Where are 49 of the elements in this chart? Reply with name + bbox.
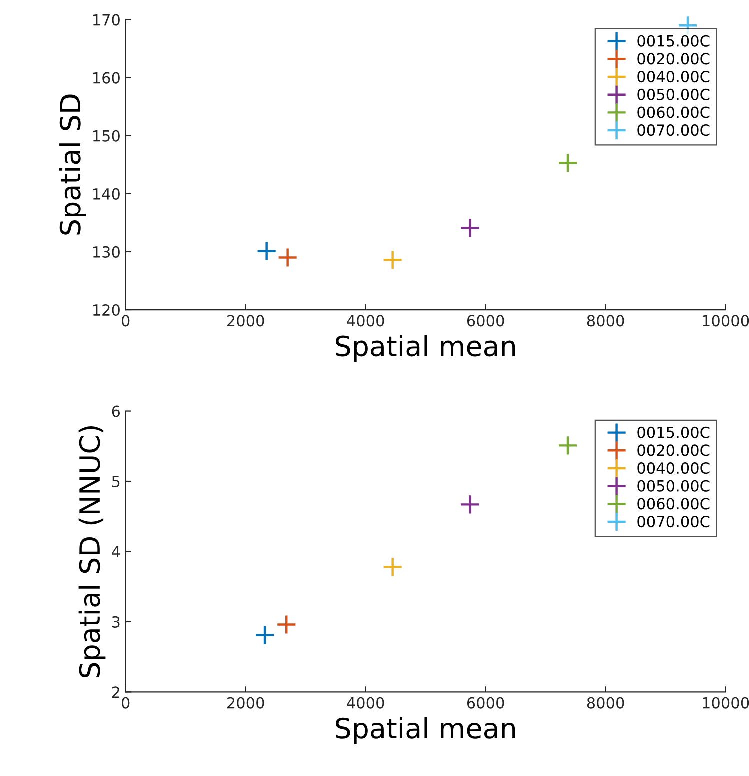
legend-label: 0015.00C [638, 426, 710, 438]
y-tick-label: 2 [112, 686, 120, 698]
x-tick-label: 10000 [703, 697, 749, 709]
y-axis-title: Spatial SD [59, 94, 86, 235]
legend-label: 0070.00C [638, 516, 710, 528]
x-tick-label: 6000 [467, 697, 504, 709]
x-tick-label: 2000 [228, 315, 264, 327]
legend-label: 0060.00C [638, 498, 710, 510]
point [460, 494, 480, 515]
y-tick-label: 170 [93, 14, 120, 26]
point [460, 218, 480, 238]
y-tick-label: 150 [93, 130, 120, 142]
legend-label: 0020.00C [638, 53, 710, 65]
legend-label: 0050.00C [638, 88, 710, 100]
x-axis-title: Spatial mean [336, 717, 516, 744]
y-axis-title: Spatial SD (NNUC) [78, 426, 106, 678]
y-tick-label: 6 [112, 406, 120, 418]
point [256, 241, 277, 262]
y-tick-label: 160 [93, 72, 120, 84]
point [382, 250, 403, 270]
point [254, 625, 276, 646]
y-tick-label: 120 [93, 304, 120, 316]
point [382, 557, 403, 578]
y-tick-label: 4 [112, 546, 120, 558]
y-tick-label: 140 [93, 188, 120, 200]
point [278, 248, 298, 268]
legend-label: 0015.00C [638, 35, 710, 47]
x-tick-label: 2000 [228, 697, 264, 709]
legend-label: 0070.00C [638, 124, 710, 136]
x-tick-label: 10000 [703, 315, 749, 327]
x-tick-label: 4000 [347, 697, 384, 709]
x-tick-label: 4000 [347, 315, 384, 327]
point [558, 153, 578, 174]
point [558, 436, 578, 456]
y-tick-label: 3 [112, 616, 120, 628]
y-tick-label: 130 [93, 246, 120, 258]
x-tick-label: 8000 [587, 697, 624, 709]
x-axis-title: Spatial mean [336, 335, 516, 362]
x-tick-label: 0 [122, 315, 130, 327]
legend-label: 0040.00C [638, 462, 710, 474]
legend-label: 0040.00C [638, 71, 710, 83]
y-tick-label: 5 [112, 476, 120, 488]
legend-label: 0050.00C [638, 480, 710, 492]
x-tick-label: 8000 [587, 315, 624, 327]
x-tick-label: 0 [122, 697, 130, 709]
legend-label: 0060.00C [638, 106, 710, 118]
legend-label: 0020.00C [638, 444, 710, 456]
x-tick-label: 6000 [467, 315, 504, 327]
point [276, 614, 297, 635]
